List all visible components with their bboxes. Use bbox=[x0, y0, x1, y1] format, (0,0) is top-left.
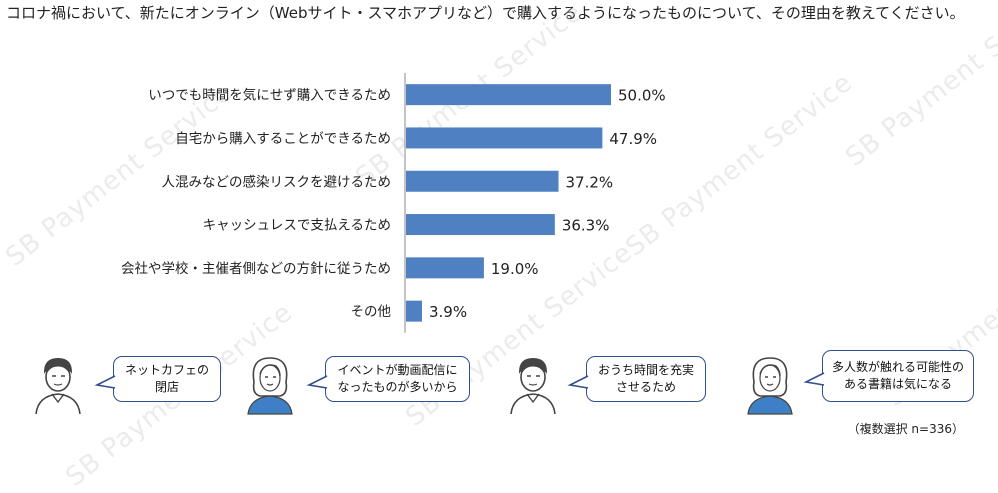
comment-text: ネットカフェの閉店 bbox=[124, 363, 209, 394]
bar bbox=[406, 170, 559, 192]
bar bbox=[406, 300, 422, 322]
category-label: 自宅から購入することができるため bbox=[175, 131, 391, 147]
data-label: 47.9% bbox=[609, 130, 657, 148]
woman-avatar-icon bbox=[247, 357, 293, 415]
bar-chart: いつでも時間を気にせず購入できるため 50.0% 自宅から購入することができるため 4… bbox=[121, 73, 666, 333]
data-label: 19.0% bbox=[491, 260, 539, 278]
data-label: 37.2% bbox=[566, 173, 614, 191]
bar bbox=[406, 84, 611, 106]
comment-bubble: おうち時間を充実 させるため bbox=[567, 356, 706, 402]
comment-bubble: イベントが動画配信に なったものが多いから bbox=[306, 356, 470, 402]
data-label: 36.3% bbox=[562, 217, 610, 235]
bar bbox=[406, 127, 603, 149]
category-label: いつでも時間を気にせず購入できるため bbox=[148, 88, 391, 104]
comment-text: 多人数が触れる可能性の ある書籍は気になる bbox=[831, 360, 964, 391]
category-label: 会社や学校・主催者側などの方針に従うため bbox=[121, 260, 391, 277]
bar bbox=[406, 214, 555, 236]
woman-avatar-icon bbox=[747, 357, 793, 415]
category-label: その他 bbox=[351, 304, 392, 320]
bar bbox=[406, 257, 484, 279]
man-avatar-icon bbox=[35, 358, 81, 415]
category-label: 人混みなどの感染リスクを避けるため bbox=[162, 173, 392, 190]
comment-bubble: ネットカフェの閉店 bbox=[94, 356, 221, 402]
sample-note: （複数選択 n=336） bbox=[847, 422, 964, 436]
comment-bubble: 多人数が触れる可能性の ある書籍は気になる bbox=[803, 350, 974, 402]
comment-text: おうち時間を充実 させるため bbox=[597, 363, 694, 394]
category-label: キャッシュレスで支払えるため bbox=[203, 218, 391, 234]
data-label: 50.0% bbox=[618, 87, 666, 105]
man-avatar-icon bbox=[510, 358, 556, 415]
data-label: 3.9% bbox=[429, 303, 467, 321]
comment-text: イベントが動画配信に なったものが多いから bbox=[337, 363, 458, 394]
chart-title: コロナ禍において、新たにオンライン（Webサイト・スマホアプリなど）で購入するよ… bbox=[6, 4, 965, 22]
